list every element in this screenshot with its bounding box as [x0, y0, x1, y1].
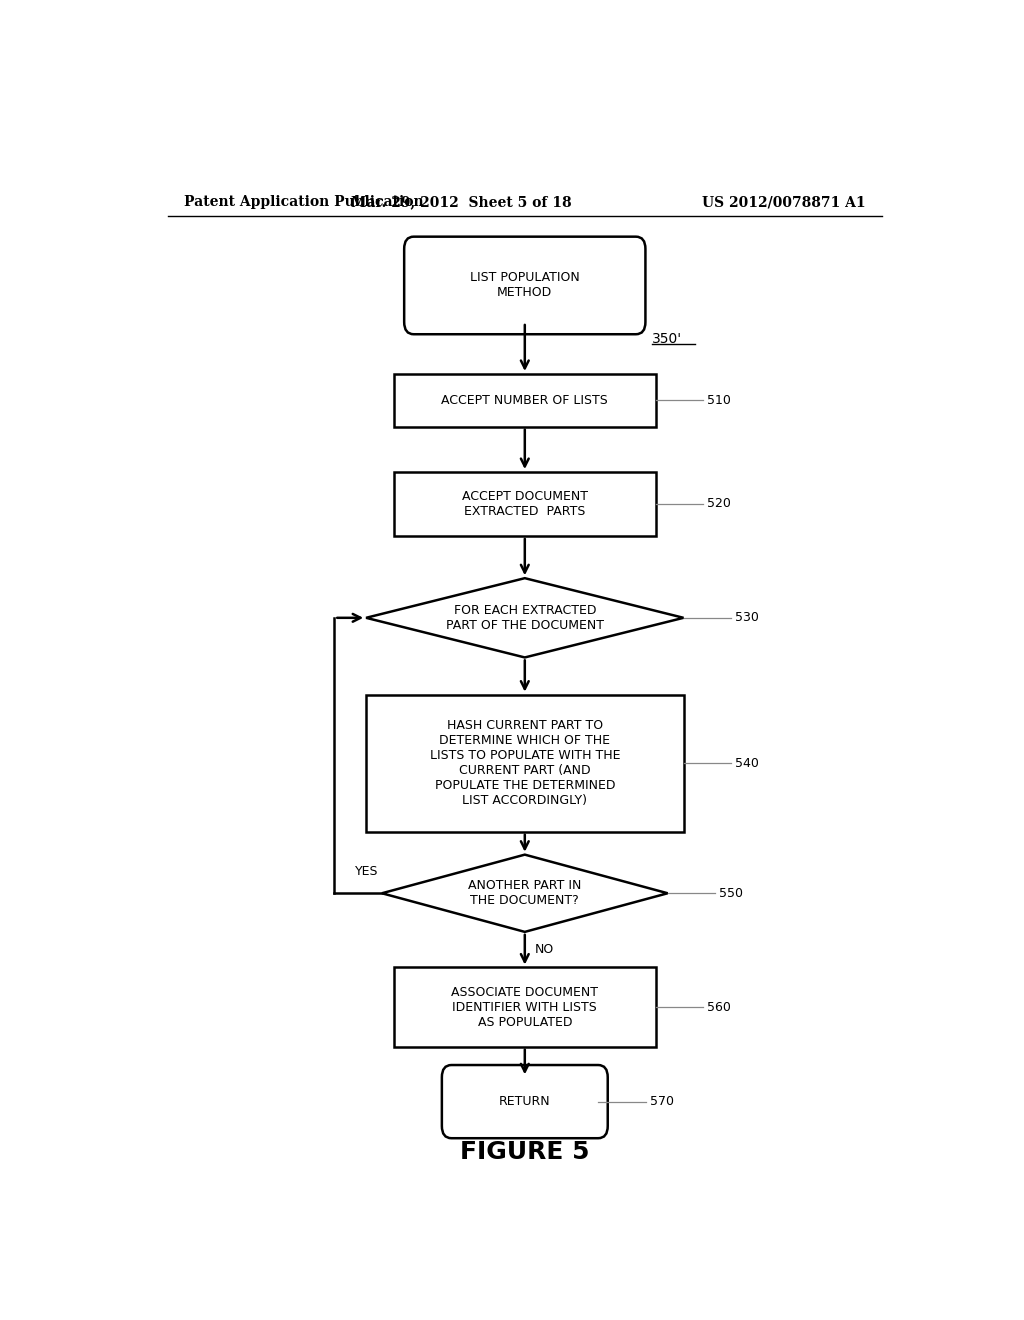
Text: 570: 570: [650, 1096, 674, 1107]
Text: NO: NO: [535, 944, 554, 956]
Polygon shape: [367, 578, 684, 657]
Bar: [394, 473, 655, 536]
Text: ASSOCIATE DOCUMENT
IDENTIFIER WITH LISTS
AS POPULATED: ASSOCIATE DOCUMENT IDENTIFIER WITH LISTS…: [452, 986, 598, 1028]
Text: 350': 350': [652, 333, 682, 346]
Text: LIST POPULATION
METHOD: LIST POPULATION METHOD: [470, 272, 580, 300]
Text: 510: 510: [708, 393, 731, 407]
Bar: [394, 374, 655, 426]
Text: FOR EACH EXTRACTED
PART OF THE DOCUMENT: FOR EACH EXTRACTED PART OF THE DOCUMENT: [445, 603, 604, 632]
Text: FIGURE 5: FIGURE 5: [460, 1140, 590, 1164]
Text: 540: 540: [735, 756, 759, 770]
Bar: [394, 968, 655, 1047]
Text: 520: 520: [708, 498, 731, 511]
Text: ACCEPT DOCUMENT
EXTRACTED  PARTS: ACCEPT DOCUMENT EXTRACTED PARTS: [462, 490, 588, 517]
Text: US 2012/0078871 A1: US 2012/0078871 A1: [702, 195, 866, 209]
Text: ACCEPT NUMBER OF LISTS: ACCEPT NUMBER OF LISTS: [441, 393, 608, 407]
Text: ANOTHER PART IN
THE DOCUMENT?: ANOTHER PART IN THE DOCUMENT?: [468, 879, 582, 907]
Text: RETURN: RETURN: [499, 1096, 551, 1107]
Text: 550: 550: [719, 887, 743, 900]
Bar: [367, 694, 684, 832]
Text: HASH CURRENT PART TO
DETERMINE WHICH OF THE
LISTS TO POPULATE WITH THE
CURRENT P: HASH CURRENT PART TO DETERMINE WHICH OF …: [429, 719, 621, 807]
Text: 530: 530: [735, 611, 759, 624]
FancyBboxPatch shape: [442, 1065, 607, 1138]
Text: Mar. 29, 2012  Sheet 5 of 18: Mar. 29, 2012 Sheet 5 of 18: [351, 195, 571, 209]
Text: Patent Application Publication: Patent Application Publication: [183, 195, 423, 209]
Text: 560: 560: [708, 1001, 731, 1014]
FancyBboxPatch shape: [404, 236, 645, 334]
Text: YES: YES: [354, 865, 378, 878]
Polygon shape: [382, 854, 668, 932]
